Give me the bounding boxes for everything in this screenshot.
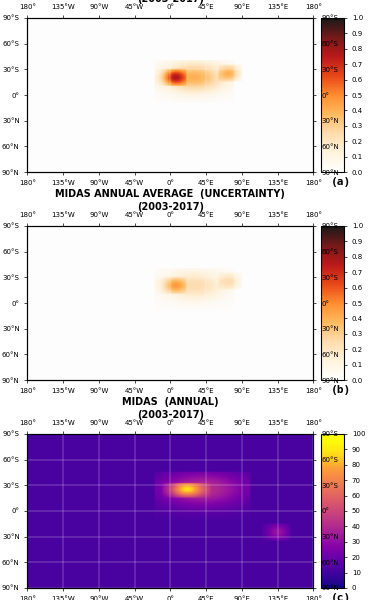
Text: (a): (a) — [331, 176, 351, 187]
Text: (b): (b) — [331, 385, 351, 395]
Title: MIDAS  (ANNUAL)
(2003-2017): MIDAS (ANNUAL) (2003-2017) — [122, 397, 219, 419]
Text: (c): (c) — [331, 593, 351, 600]
Title: MIDAS TOTAL DOD  (MEAN ANNUAL)
(2003-2017): MIDAS TOTAL DOD (MEAN ANNUAL) (2003-2017… — [72, 0, 269, 4]
Title: MIDAS ANNUAL AVERAGE  (UNCERTAINTY)
(2003-2017): MIDAS ANNUAL AVERAGE (UNCERTAINTY) (2003… — [56, 189, 285, 212]
